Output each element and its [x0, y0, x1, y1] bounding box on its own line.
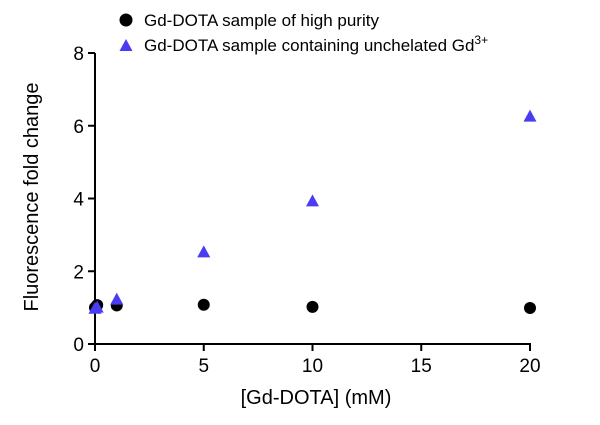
legend-marker-high-purity	[119, 13, 133, 27]
x-tick-label: 5	[198, 356, 209, 377]
y-axis-ticks: 0 2 4 6 8	[73, 44, 95, 356]
y-tick-label: 6	[73, 117, 84, 138]
y-axis-title: Fluorescence fold change	[21, 82, 43, 311]
legend-label-unchelated: Gd-DOTA sample containing unchelated Gd3…	[144, 33, 488, 55]
data-point-unchelated	[110, 292, 124, 305]
y-tick-label: 4	[73, 190, 84, 211]
data-point-unchelated	[306, 194, 319, 207]
y-tick-label: 0	[73, 335, 84, 356]
y-tick-label: 2	[73, 262, 84, 283]
x-axis-ticks: 0 5 10 15 20	[90, 344, 541, 377]
data-point-high-purity	[524, 301, 536, 314]
x-tick-label: 0	[90, 356, 101, 377]
x-tick-label: 20	[519, 356, 540, 377]
data-point-high-purity	[197, 298, 210, 311]
legend-marker-unchelated	[119, 39, 133, 51]
x-tick-label: 10	[302, 356, 323, 377]
y-tick-label: 8	[73, 44, 84, 65]
data-point-unchelated	[197, 245, 211, 258]
legend: Gd-DOTA sample of high purity Gd-DOTA sa…	[119, 11, 488, 55]
x-axis-title: [Gd-DOTA] (mM)	[241, 387, 392, 409]
legend-label-high-purity: Gd-DOTA sample of high purity	[144, 11, 379, 30]
data-point-unchelated	[90, 300, 104, 313]
x-tick-label: 15	[411, 356, 432, 377]
data-points	[88, 109, 537, 314]
data-point-unchelated	[523, 109, 537, 122]
data-point-high-purity	[306, 300, 319, 313]
